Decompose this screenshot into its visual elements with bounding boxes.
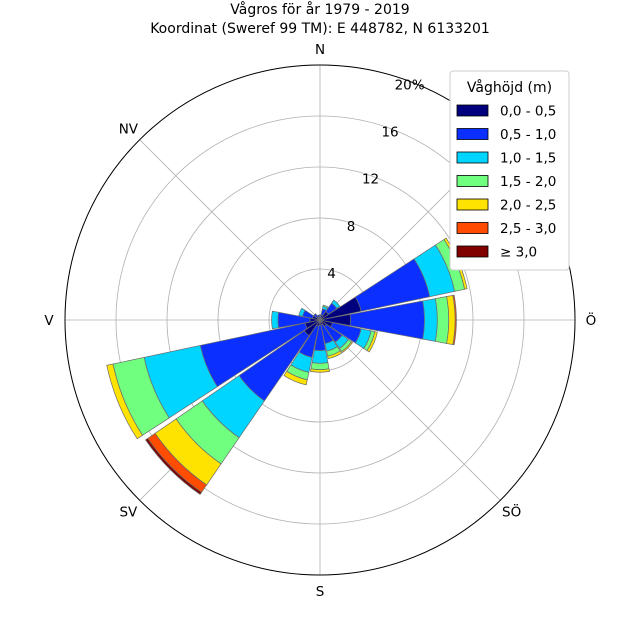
legend-swatch [456,104,489,117]
wedge-NV-0,5 - 1,0 [313,313,319,319]
legend-swatch [456,151,489,164]
wedge-NNV-0,5 - 1,0 [316,314,320,319]
legend-entry: 2,0 - 2,5 [500,198,556,214]
legend-entry: 0,5 - 1,0 [500,127,556,143]
wedge-ÖSÖ-2,0 - 2,5 [366,331,378,353]
grid-spoke [139,139,321,321]
ring-label: 8 [347,219,356,235]
ring-labels: 4 8 12 16 20% [327,77,425,281]
wedge-S-2,0 - 2,5 [310,368,330,373]
direction-label: Ö [586,311,597,329]
wedge-NÖ-1,0 - 1,5 [331,299,341,309]
wedge-Ö-1,0 - 1,5 [422,298,438,342]
legend-swatch [456,175,489,187]
legend-entry: ≥ 3,0 [500,245,537,261]
wedge-SSV-2,0 - 2,5 [283,370,308,386]
grid-spoke [319,319,501,501]
rose-wedges [106,237,468,495]
legend-swatch [456,128,489,140]
legend-entry: 0,0 - 0,5 [500,104,556,120]
ring-label: 12 [362,172,379,188]
direction-label: SV [119,505,138,521]
legend-swatch [456,198,489,211]
chart-subtitle: Koordinat (Sweref 99 TM): E 448782, N 61… [150,21,490,37]
ring-label: 16 [381,125,398,141]
legend-entry: 2,5 - 3,0 [500,221,556,237]
chart-title: Vågros för år 1979 - 2019 [230,1,409,18]
direction-label: S [316,584,325,600]
direction-label: V [44,313,54,329]
wedge-VSV-2,0 - 2,5 [106,363,143,440]
legend-entry: 1,0 - 1,5 [500,151,556,167]
wedge-SÖ-2,0 - 2,5 [341,341,354,354]
legend: Våghöjd (m) 0,0 - 0,5 0,5 - 1,0 1,0 - 1,5 1,… [449,70,570,271]
wedge-SSÖ-2,0 - 2,5 [327,350,343,360]
wedge-Ö-2,5 - 3,0 [452,294,457,346]
legend-frame [449,70,570,271]
legend-swatch [456,222,489,234]
ring-label: 4 [327,266,336,282]
ring-label: 20% [395,77,425,93]
direction-label: SÖ [502,503,521,521]
grid-ring [166,166,474,474]
direction-label: NV [119,121,139,137]
direction-label: N [315,42,325,58]
legend-swatch [456,245,489,258]
wedge-V-1,0 - 1,5 [271,310,280,330]
legend-title: Våghöjd (m) [467,79,552,96]
wedge-Ö-1,5 - 2,0 [434,296,450,344]
wedge-SV-≥ 3,0 [145,437,203,495]
wedge-NNÖ-1,5 - 2,0 [322,304,329,309]
outer-ring [64,64,576,576]
wedge-S-1,5 - 2,0 [310,362,330,371]
grid-ring [115,115,525,525]
legend-entry: 1,5 - 2,0 [500,174,556,190]
wedge-S-1,0 - 1,5 [311,349,329,364]
wedge-VNV-1,0 - 1,5 [298,307,306,317]
